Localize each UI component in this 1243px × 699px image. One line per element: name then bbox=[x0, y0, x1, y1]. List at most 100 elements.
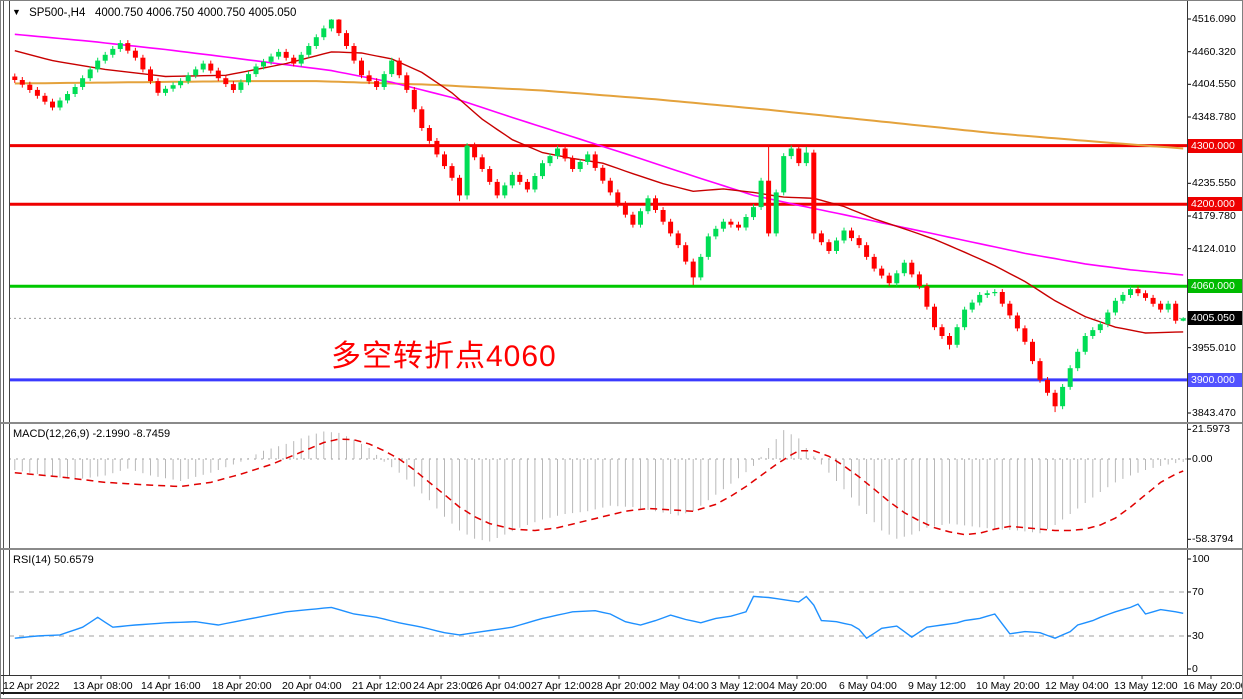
candle-body bbox=[381, 74, 387, 87]
macd-signal-line bbox=[14, 438, 1184, 536]
candle-body bbox=[185, 75, 191, 82]
candle-body bbox=[630, 214, 636, 225]
time-label: 2 May 04:00 bbox=[651, 680, 709, 692]
candle-body bbox=[683, 245, 689, 262]
candle-body bbox=[253, 66, 259, 75]
rsi-line bbox=[14, 595, 1184, 640]
candle-body bbox=[502, 185, 508, 196]
candle-body bbox=[1052, 392, 1058, 407]
candle-body bbox=[117, 43, 123, 49]
candle-body bbox=[713, 228, 719, 237]
rsi-label: RSI(14) 50.6579 bbox=[13, 554, 94, 566]
candle-body bbox=[1158, 303, 1164, 310]
splitter-macd-rsi[interactable] bbox=[1, 548, 1242, 550]
candle-body bbox=[27, 84, 33, 90]
candle-body bbox=[509, 174, 515, 186]
candle-body bbox=[924, 286, 930, 307]
candle-body bbox=[374, 81, 380, 87]
candle-body bbox=[622, 204, 628, 215]
candle-body bbox=[916, 274, 922, 287]
candle-body bbox=[834, 240, 839, 251]
candle-body bbox=[268, 56, 274, 62]
candle-body bbox=[698, 256, 704, 278]
candle-body bbox=[215, 70, 221, 79]
candle-body bbox=[1143, 293, 1148, 298]
candle-body bbox=[223, 78, 229, 85]
candle-body bbox=[901, 262, 907, 274]
time-label: 10 May 20:00 bbox=[976, 680, 1040, 692]
candle-body bbox=[517, 174, 523, 182]
ma-slow-orange-line bbox=[14, 80, 1184, 150]
price-axis-label: 3843.470 bbox=[1192, 407, 1236, 419]
rsi-axis-label: 0 bbox=[1192, 663, 1198, 675]
candle-body bbox=[34, 89, 40, 96]
candle-body bbox=[999, 292, 1005, 304]
candle-body bbox=[947, 336, 952, 345]
candle-body bbox=[276, 51, 282, 57]
candle-body bbox=[788, 148, 794, 157]
candle-body bbox=[442, 154, 447, 167]
ma-mid-magenta-line bbox=[14, 33, 1184, 276]
candle-body bbox=[856, 238, 862, 246]
candle-body bbox=[818, 233, 824, 243]
candle-body bbox=[555, 148, 560, 157]
candle-body bbox=[803, 152, 809, 164]
candle-body bbox=[200, 63, 206, 70]
time-label: 12 May 04:00 bbox=[1045, 680, 1109, 692]
time-label: 14 Apr 16:00 bbox=[141, 680, 201, 692]
candle-body bbox=[449, 166, 455, 178]
candle-body bbox=[1173, 303, 1179, 321]
candle-body bbox=[238, 82, 244, 90]
rsi-axis-label: 70 bbox=[1192, 586, 1204, 598]
candle-body bbox=[351, 46, 357, 61]
candle-body bbox=[736, 224, 741, 228]
candle-body bbox=[132, 50, 138, 58]
candle-body bbox=[954, 327, 960, 345]
time-label: 26 Apr 04:00 bbox=[471, 680, 531, 692]
candle-body bbox=[540, 163, 545, 177]
candle-body bbox=[283, 51, 289, 58]
candle-body bbox=[404, 75, 410, 90]
macd-axis-label: 21.5973 bbox=[1192, 423, 1230, 436]
candle-body bbox=[1150, 297, 1156, 304]
candle-body bbox=[494, 181, 500, 196]
candle-body bbox=[344, 33, 349, 46]
candle-body bbox=[977, 294, 983, 303]
candle-body bbox=[585, 154, 591, 162]
candle-body bbox=[359, 60, 364, 76]
candle-body bbox=[562, 148, 568, 159]
candle-body bbox=[426, 128, 432, 141]
candle-body bbox=[615, 192, 621, 205]
time-label: 6 May 04:00 bbox=[839, 680, 897, 692]
candle-body bbox=[1120, 294, 1126, 301]
candle-body bbox=[638, 211, 643, 225]
candle-body bbox=[1165, 303, 1171, 310]
candle-body bbox=[1128, 289, 1133, 295]
candle-body bbox=[864, 245, 870, 257]
candle-body bbox=[396, 60, 402, 76]
price-axis-label: 4179.780 bbox=[1192, 210, 1236, 222]
time-label: 20 Apr 04:00 bbox=[282, 680, 342, 692]
candle-body bbox=[110, 48, 116, 55]
candle-body bbox=[600, 167, 606, 181]
candle-body bbox=[894, 273, 900, 284]
splitter-main-macd[interactable] bbox=[1, 422, 1242, 424]
candle-body bbox=[962, 309, 968, 328]
candle-body bbox=[230, 84, 236, 90]
candle-body bbox=[1180, 318, 1186, 321]
time-label: 4 May 20:00 bbox=[769, 680, 827, 692]
candle-body bbox=[675, 233, 681, 246]
candle-body bbox=[766, 180, 772, 234]
candle-body bbox=[366, 75, 372, 82]
candle-body bbox=[464, 145, 470, 196]
candle-body bbox=[969, 302, 975, 310]
candle-body bbox=[751, 207, 756, 218]
candle-body bbox=[434, 140, 440, 155]
chevron-down-icon[interactable]: ▼ bbox=[12, 7, 21, 17]
candle-body bbox=[170, 85, 176, 89]
candle-body bbox=[705, 236, 711, 257]
candle-body bbox=[811, 152, 817, 234]
time-label: 21 Apr 12:00 bbox=[352, 680, 412, 692]
